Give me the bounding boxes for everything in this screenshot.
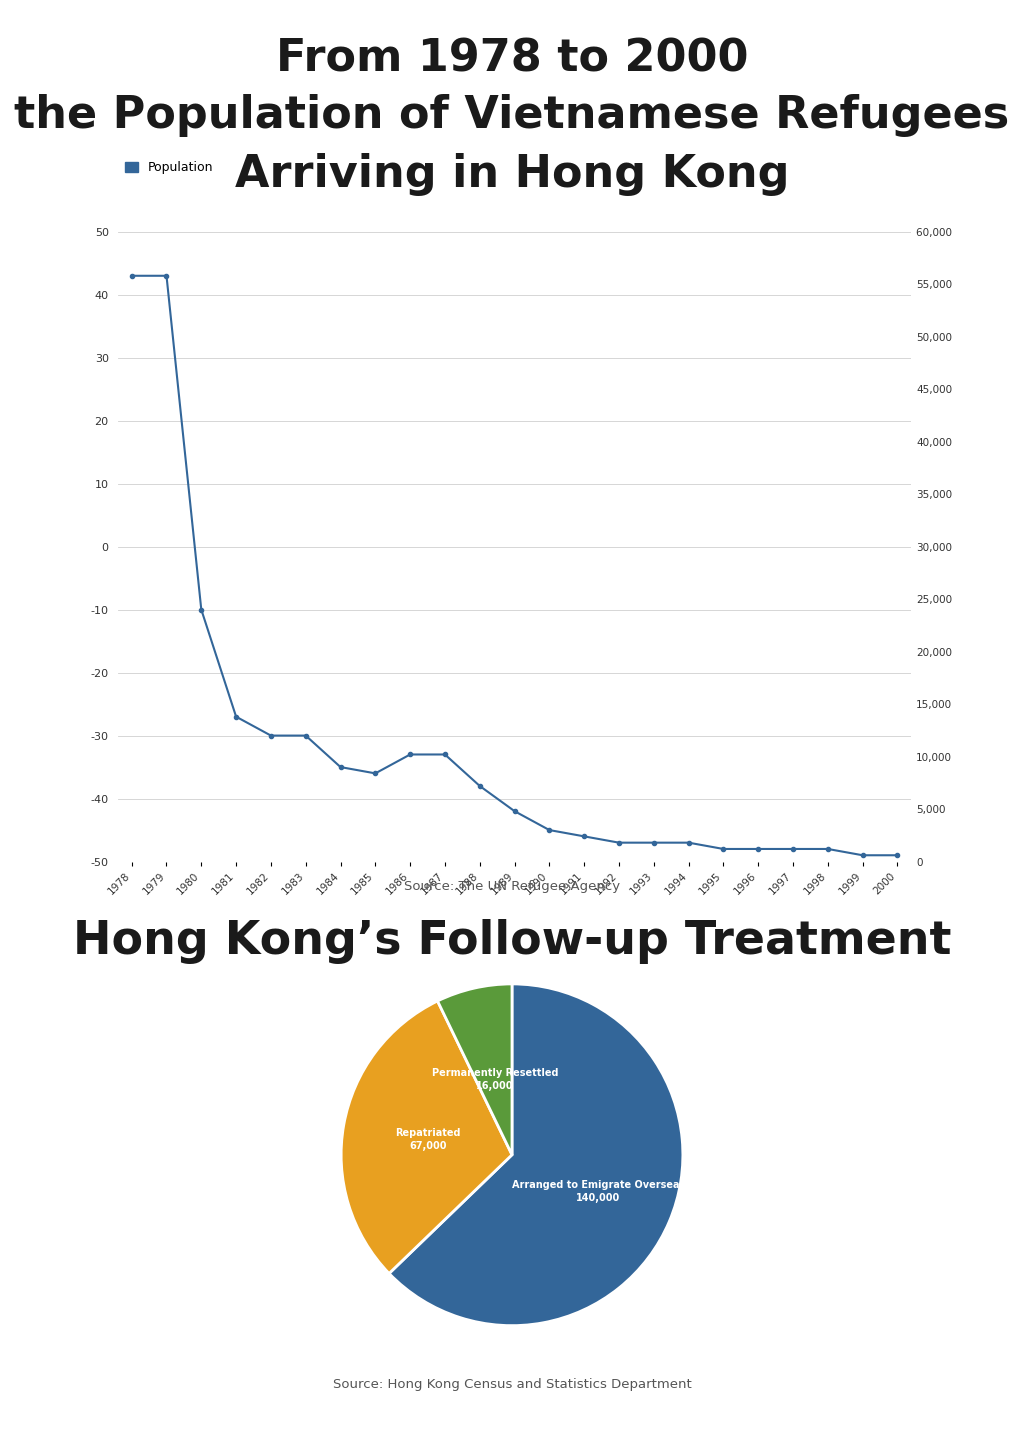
Text: the Population of Vietnamese Refugees: the Population of Vietnamese Refugees (14, 94, 1010, 138)
Wedge shape (437, 985, 512, 1156)
Wedge shape (389, 985, 683, 1325)
Text: Source: Hong Kong Census and Statistics Department: Source: Hong Kong Census and Statistics … (333, 1378, 691, 1392)
Text: Hong Kong’s Follow-up Treatment: Hong Kong’s Follow-up Treatment (73, 919, 951, 964)
Text: Arranged to Emigrate Overseas
140,000: Arranged to Emigrate Overseas 140,000 (512, 1180, 685, 1203)
Text: Permanently Resettled
16,000: Permanently Resettled 16,000 (431, 1069, 558, 1092)
Text: Source: The UN Refugee Agency: Source: The UN Refugee Agency (403, 880, 621, 893)
Text: From 1978 to 2000: From 1978 to 2000 (275, 38, 749, 81)
Legend: Population: Population (120, 156, 218, 180)
Wedge shape (341, 1001, 512, 1273)
Text: Arriving in Hong Kong: Arriving in Hong Kong (234, 153, 790, 197)
Text: Repatriated
67,000: Repatriated 67,000 (395, 1128, 461, 1151)
